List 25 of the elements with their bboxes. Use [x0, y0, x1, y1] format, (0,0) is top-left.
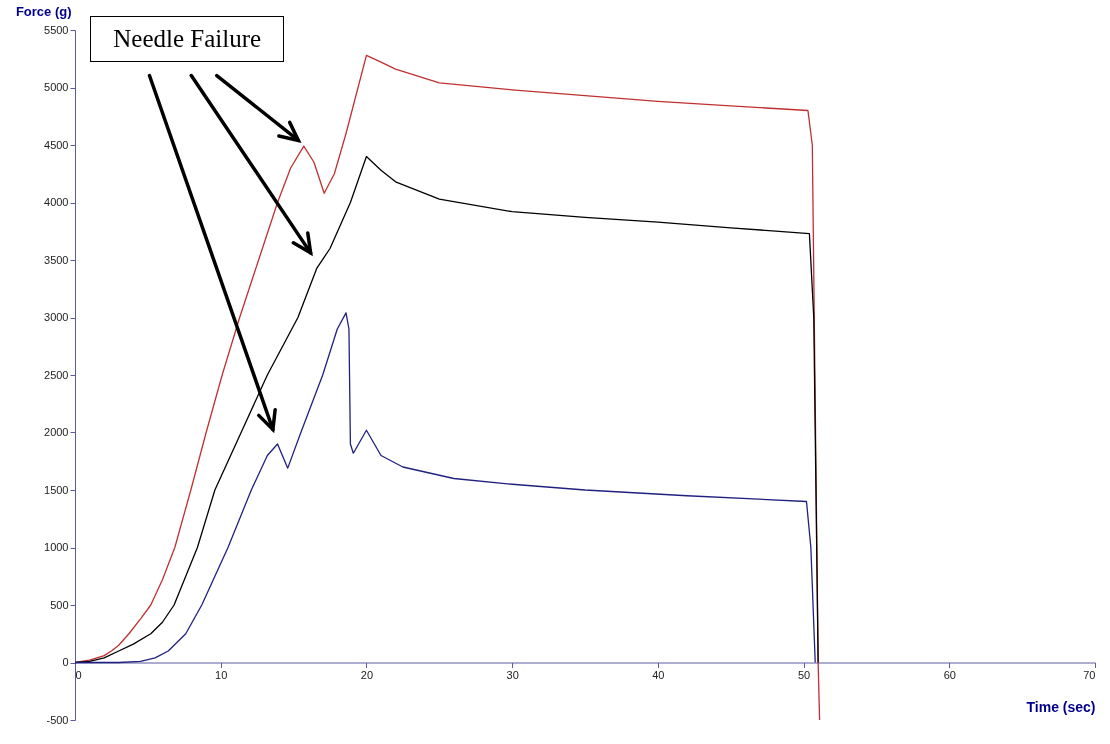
annotation: Needle Failure [90, 16, 285, 62]
y-tick-label: -500 [46, 713, 69, 726]
x-tick-label: 30 [506, 669, 519, 681]
x-tick-label: 40 [652, 669, 665, 681]
y-tick-label: 4000 [44, 196, 69, 208]
y-tick-label: 3500 [44, 253, 69, 266]
y-tick-label: 2500 [44, 368, 69, 381]
y-tick-label: 0 [62, 656, 69, 668]
line-series [75, 312, 816, 664]
x-tick-label: 50 [797, 669, 811, 681]
y-tick-label: 1500 [44, 483, 69, 496]
x-tick-label: 60 [943, 669, 956, 681]
y-tick-label: 1000 [44, 541, 69, 553]
x-axis-title: Time (sec) [1026, 699, 1096, 715]
x-tick-label: 70 [1083, 669, 1096, 681]
y-axis-title: Force (g) [15, 3, 72, 19]
y-tick-label: 4500 [44, 138, 69, 151]
y-tick-label: 5500 [44, 23, 69, 36]
x-tick-label: 20 [360, 669, 374, 681]
y-tick-label: 5000 [44, 81, 69, 93]
y-tick-label: 500 [50, 598, 69, 611]
y-tick-label: 3000 [44, 311, 69, 323]
y-tick-label: 2000 [44, 426, 69, 438]
x-tick-label: 0 [75, 669, 82, 681]
x-tick-label: 10 [215, 669, 228, 681]
